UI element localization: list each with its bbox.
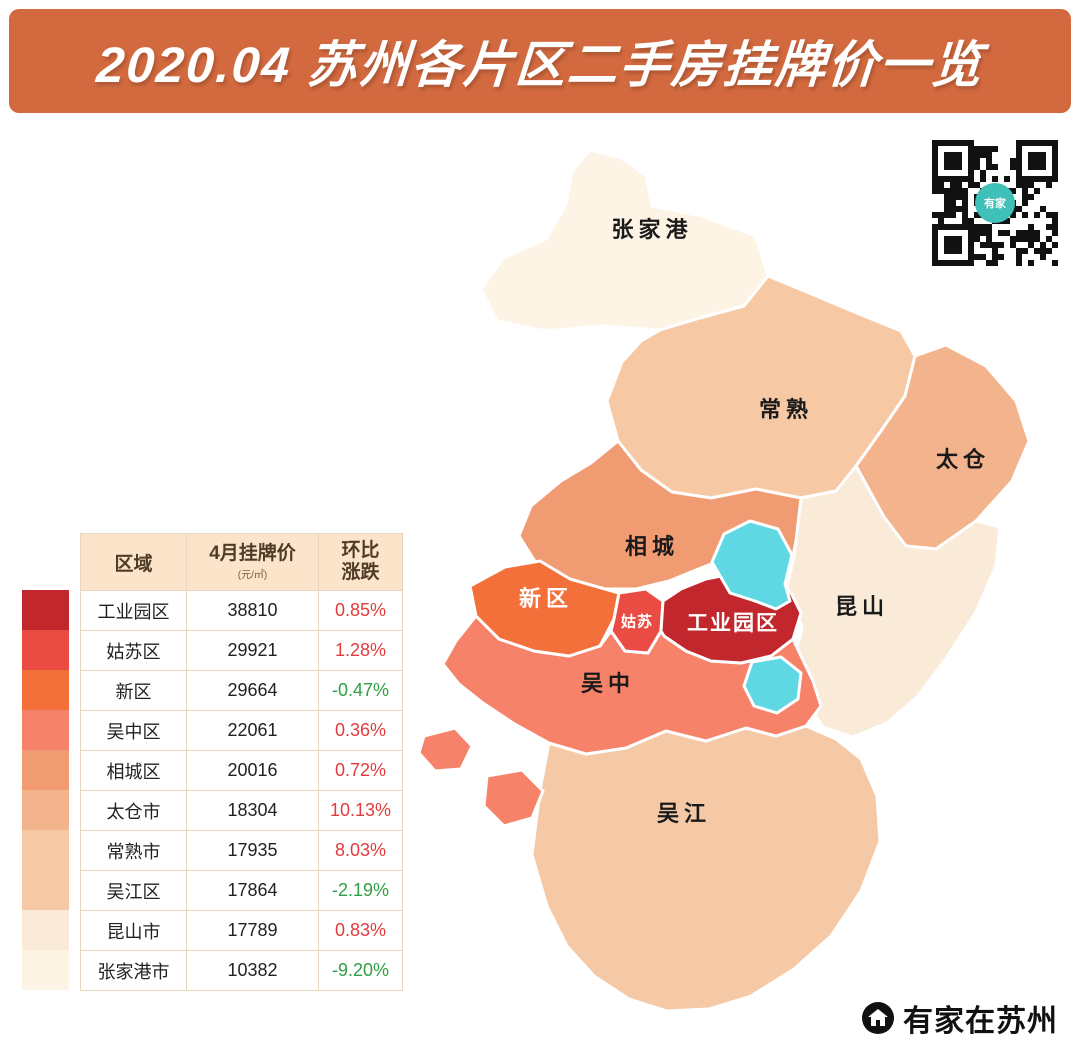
map-label-kunshan: 昆山 [834,594,890,619]
table-row: 工业园区 38810 0.85% [80,590,403,631]
table-row: 相城区 20016 0.72% [80,750,403,791]
brand-name: 有家在苏州 [903,1005,1058,1038]
map-label-changshu: 常熟 [758,397,814,422]
header-price-label: 4月挂牌价 [209,543,296,565]
price-cell: 20016 [186,750,319,791]
region-cell: 昆山市 [80,910,187,951]
map-label-xinqu: 新区 [518,586,574,611]
table-row: 张家港市 10382 -9.20% [80,950,403,991]
map-label-wuzhong: 吴中 [580,671,636,696]
legend-swatch [22,590,69,630]
header-change: 环比 涨跌 [318,533,403,591]
map-label-xiangcheng: 相城 [624,534,680,559]
change-cell: 0.36% [318,710,403,751]
brand-logo-icon [862,1002,894,1034]
qr-finder-patterns [932,140,1058,266]
table-row: 新区 29664 -0.47% [80,670,403,711]
legend-swatch [22,830,69,870]
change-cell: -2.19% [318,870,403,911]
header-price-unit: (元/㎡) [237,569,268,581]
header-price: 4月挂牌价 (元/㎡) [186,533,319,591]
region-cell: 常熟市 [80,830,187,871]
region-gusu [609,587,665,655]
price-cell: 17789 [186,910,319,951]
legend-swatch [22,710,69,750]
change-cell: 0.85% [318,590,403,631]
price-cell: 29921 [186,630,319,671]
price-cell: 29664 [186,670,319,711]
region-cell: 太仓市 [80,790,187,831]
change-cell: 0.72% [318,750,403,791]
region-cell: 张家港市 [80,950,187,991]
region-cell: 吴江区 [80,870,187,911]
price-table: 区域 4月挂牌价 (元/㎡) 环比 涨跌 工业园区 38810 0.85% 姑苏… [80,533,403,991]
map-label-industrial-park: 工业园区 [687,612,779,635]
change-cell: -9.20% [318,950,403,991]
legend-swatch [22,910,69,950]
region-cell: 工业园区 [80,590,187,631]
change-cell: 1.28% [318,630,403,671]
table-row: 吴江区 17864 -2.19% [80,870,403,911]
price-cell: 18304 [186,790,319,831]
qr-center-logo [975,183,1015,223]
region-wuzhong-island-2 [482,768,545,828]
map-label-zhangjiagang: 张家港 [611,217,693,242]
legend-swatch [22,870,69,910]
region-wujiang [530,724,882,1013]
region-cell: 相城区 [80,750,187,791]
price-cell: 38810 [186,590,319,631]
change-cell: 8.03% [318,830,403,871]
price-cell: 22061 [186,710,319,751]
table-row: 吴中区 22061 0.36% [80,710,403,751]
table-row: 常熟市 17935 8.03% [80,830,403,871]
table-row: 姑苏区 29921 1.28% [80,630,403,671]
table-row: 昆山市 17789 0.83% [80,910,403,951]
qr-code: 有家 [932,140,1058,266]
lake-south-icon [742,655,803,715]
map-label-wujiang: 吴江 [656,801,712,826]
color-legend [22,590,69,990]
qr-center-label: 有家 [984,196,1007,210]
region-cell: 姑苏区 [80,630,187,671]
change-cell: 0.83% [318,910,403,951]
header-region: 区域 [80,533,187,591]
region-cell: 新区 [80,670,187,711]
title-banner: 2020.04 苏州各片区二手房挂牌价一览 [9,9,1071,113]
table-row: 太仓市 18304 10.13% [80,790,403,831]
brand-footer: 有家在苏州 [861,996,1058,1040]
legend-swatch [22,790,69,830]
map-label-taicang: 太仓 [935,447,991,472]
legend-swatch [22,670,69,710]
region-cell: 吴中区 [80,710,187,751]
map-label-gusu: 姑苏 [620,613,654,631]
change-cell: 10.13% [318,790,403,831]
legend-swatch [22,750,69,790]
price-cell: 17864 [186,870,319,911]
price-cell: 17935 [186,830,319,871]
table-header-row: 区域 4月挂牌价 (元/㎡) 环比 涨跌 [80,533,403,591]
change-cell: -0.47% [318,670,403,711]
lake-north-icon [710,519,794,611]
price-cell: 10382 [186,950,319,991]
legend-swatch [22,630,69,670]
legend-swatch [22,950,69,990]
region-wuzhong-island-1 [417,726,474,773]
